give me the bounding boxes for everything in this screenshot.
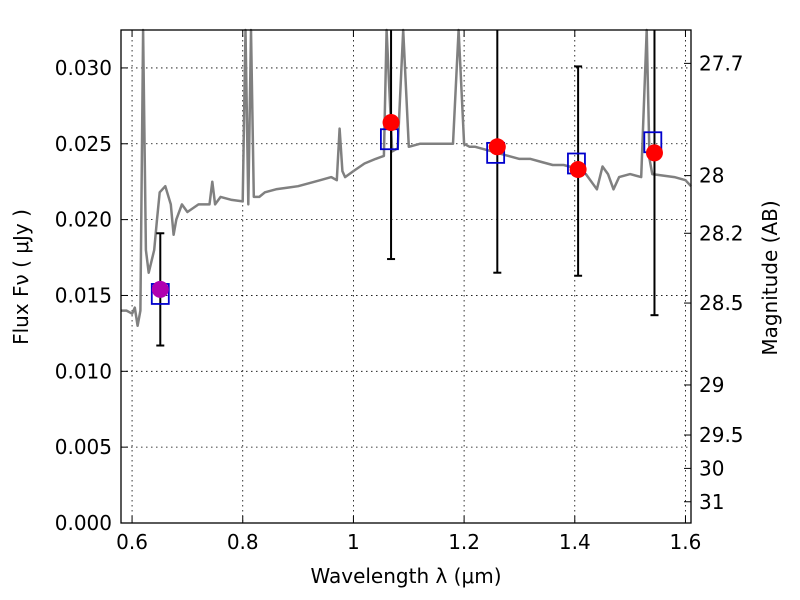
observed-points-layer [151,114,663,298]
magnitude-tick-label: 31 [699,490,724,514]
x-tick-label: 1.6 [670,530,702,554]
magnitude-tick-label: 29.5 [699,423,744,447]
observed-point [151,280,169,298]
magnitude-tick-label: 28.5 [699,291,744,315]
grid-layer [121,30,691,523]
magnitude-tick-label: 27.7 [699,51,744,75]
model-spectrum-line [121,28,692,328]
x-tick-label: 0.8 [227,530,259,554]
observed-point [382,114,400,132]
magnitude-axis-label: Magnitude (AB) [758,200,782,355]
y-tick-label: 0.010 [55,359,112,383]
magnitude-tick-label: 29 [699,373,724,397]
magnitude-tick-label: 28.2 [699,221,744,245]
plot-frame [120,29,692,524]
magnitude-tick-label: 28 [699,164,724,188]
observed-point [569,161,587,179]
y-axis-label: Flux Fν ( μJy ) [9,209,33,345]
observed-point [645,144,663,162]
y-tick-label: 0.000 [55,511,112,535]
model-band-layer [150,128,663,305]
y-tick-label: 0.030 [55,56,112,80]
y-tick-label: 0.015 [55,283,112,307]
x-axis-label: Wavelength λ (μm) [310,564,501,588]
x-tick-label: 1 [347,530,360,554]
x-axis-ticks: 0.6 0.8 1 1.2 1.4 1.6 [116,30,701,554]
error-bar-layer [156,30,659,347]
x-tick-label: 1.2 [448,530,480,554]
x-tick-label: 1.4 [559,530,591,554]
model-spectrum-layer [121,28,692,328]
y-tick-label: 0.025 [55,132,112,156]
magnitude-tick-label: 30 [699,456,724,480]
y-axis-ticks: 0.000 0.005 0.010 0.015 0.020 0.025 0.030 [55,56,128,535]
y-tick-label: 0.005 [55,435,112,459]
y-tick-label: 0.020 [55,208,112,232]
observed-point [488,138,506,156]
magnitude-axis-ticks: 27.7 28 28.2 28.5 29 29.5 30 31 [684,51,744,514]
x-tick-label: 0.6 [116,530,148,554]
